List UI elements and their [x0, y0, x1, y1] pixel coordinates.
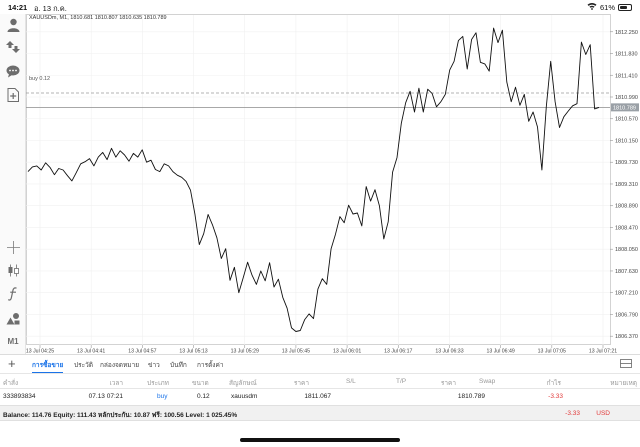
chart-type-button[interactable] [3, 261, 23, 279]
y-tick-label: 1811.830 [615, 52, 638, 58]
y-tick-label: 1808.470 [615, 225, 638, 231]
x-tick-label: 13 Jul 04:41 [77, 349, 105, 355]
y-tick-label: 1810.570 [615, 117, 638, 123]
balance-summary: Balance: 114.76 Equity: 111.43 หลักประกั… [3, 412, 238, 419]
timeframe-label: M1 [7, 336, 19, 346]
y-tick-label: 1807.630 [615, 269, 638, 275]
col-profit: กำไร [546, 380, 561, 387]
positions-table-header: คำสั่ง เวลา ประเภท ขนาด สัญลักษณ์ ราคา S… [0, 373, 640, 389]
col-current-price: ราคา [440, 380, 456, 387]
tab-journal[interactable]: บันทึก [170, 362, 187, 369]
x-tick-label: 13 Jul 04:57 [128, 349, 156, 355]
person-icon [7, 18, 19, 32]
bottom-tab-bar: + การซื้อขาย ประวัติ กล่องจดหมาย ข่าว บั… [0, 354, 640, 373]
chart-svg: 1812.250 1811.830 1811.410 1810.990 1810.570… [26, 14, 639, 355]
indicators-button[interactable] [3, 285, 23, 303]
tab-news[interactable]: ข่าว [148, 362, 160, 369]
y-tick-label: 1811.410 [615, 73, 638, 79]
battery-icon [618, 3, 632, 11]
new-order-button[interactable] [3, 86, 23, 104]
table-row[interactable]: 333893834 07.13 07:21 buy 0.12 xauusdm 1… [0, 389, 640, 405]
function-icon [7, 287, 17, 301]
price-series-line [27, 27, 600, 332]
y-tick-label: 1808.050 [615, 247, 638, 253]
account-button[interactable] [3, 16, 23, 34]
candlestick-icon [8, 264, 19, 276]
total-profit: -3.33 [565, 410, 580, 417]
price-chart[interactable]: 1812.250 1811.830 1811.410 1810.990 1810.570… [26, 14, 640, 355]
order-current-price: 1810.789 [457, 393, 485, 400]
add-icon[interactable]: + [8, 356, 16, 371]
order-symbol: xauusdm [231, 393, 258, 400]
battery-percent: 61% [599, 2, 615, 12]
document-plus-icon [7, 88, 19, 102]
status-bar: 14:21 อ. 13 ก.ค. 61% [0, 0, 640, 14]
timeframe-button[interactable]: M1 [3, 332, 23, 350]
crosshair-button[interactable] [3, 238, 23, 256]
status-date: อ. 13 ก.ค. [34, 4, 67, 13]
x-tick-label: 13 Jul 06:33 [435, 349, 463, 355]
plot-frame [26, 14, 611, 345]
home-indicator [240, 438, 400, 442]
col-open-price: ราคา [293, 380, 309, 387]
tab-trade[interactable]: การซื้อขาย [32, 360, 64, 373]
tab-history[interactable]: ประวัติ [74, 362, 93, 369]
buy-line-label: buy 0.12 [29, 76, 51, 82]
shapes-icon [6, 312, 20, 324]
x-tick-label: 13 Jul 07:05 [538, 349, 566, 355]
order-id: 333893834 [3, 393, 36, 400]
x-tick-label: 13 Jul 07:21 [589, 349, 617, 355]
battery-fill [620, 5, 627, 9]
x-tick-label: 13 Jul 06:01 [333, 349, 361, 355]
currency-label: USD [596, 410, 610, 417]
col-symbol: สัญลักษณ์ [229, 380, 257, 387]
trade-arrows-icon [6, 41, 20, 53]
left-toolbar: M1 [0, 14, 26, 354]
col-sl: S/L [346, 378, 356, 385]
y-tick-label: 1806.370 [615, 334, 638, 340]
x-tick-label: 13 Jul 05:29 [231, 349, 259, 355]
objects-button[interactable] [3, 309, 23, 327]
chart-title: XAUUSDm, M1, 1810.681 1810.807 1810.635 … [29, 15, 167, 21]
y-tick-label: 1812.250 [615, 30, 638, 36]
chat-button[interactable] [3, 62, 23, 80]
order-profit: -3.33 [548, 393, 563, 400]
status-right: 61% [587, 2, 632, 12]
status-time: 14:21 [8, 3, 28, 12]
col-size: ขนาด [192, 380, 209, 387]
order-size: 0.12 [197, 393, 210, 400]
y-tick-label: 1808.890 [615, 204, 638, 210]
y-tick-label: 1810.150 [615, 138, 638, 144]
col-order: คำสั่ง [3, 380, 19, 387]
col-comment: หมายเหตุ [610, 380, 637, 387]
crosshair-icon [6, 240, 20, 254]
x-tick-label: 13 Jul 06:49 [487, 349, 515, 355]
col-time: เวลา [109, 380, 123, 387]
tab-settings[interactable]: การตั้งค่า [197, 362, 224, 369]
balance-bar: Balance: 114.76 Equity: 111.43 หลักประกั… [0, 405, 640, 421]
y-tick-label: 1809.730 [615, 160, 638, 166]
tab-mailbox[interactable]: กล่องจดหมาย [100, 362, 140, 369]
col-tp: T/P [396, 378, 407, 385]
layout-toggle-icon[interactable] [620, 359, 632, 370]
col-swap: Swap [479, 378, 496, 385]
y-tick-label: 1810.990 [615, 95, 638, 101]
x-tick-label: 13 Jul 05:13 [179, 349, 207, 355]
current-price-label: 1810.789 [613, 105, 636, 111]
chat-bubble-icon [6, 65, 20, 77]
current-price-box [611, 103, 639, 112]
wifi-icon [587, 2, 597, 12]
y-tick-label: 1809.310 [615, 182, 638, 188]
x-tick-label: 13 Jul 06:17 [384, 349, 412, 355]
order-open-price: 1811.067 [304, 393, 331, 400]
order-type: buy [157, 393, 168, 400]
order-time: 07.13 07:21 [88, 393, 123, 400]
trade-button[interactable] [3, 38, 23, 56]
x-tick-label: 13 Jul 04:25 [26, 349, 54, 355]
y-tick-label: 1806.790 [615, 312, 638, 318]
x-tick-label: 13 Jul 05:45 [282, 349, 310, 355]
col-type: ประเภท [147, 380, 169, 387]
y-tick-label: 1807.210 [615, 291, 638, 297]
